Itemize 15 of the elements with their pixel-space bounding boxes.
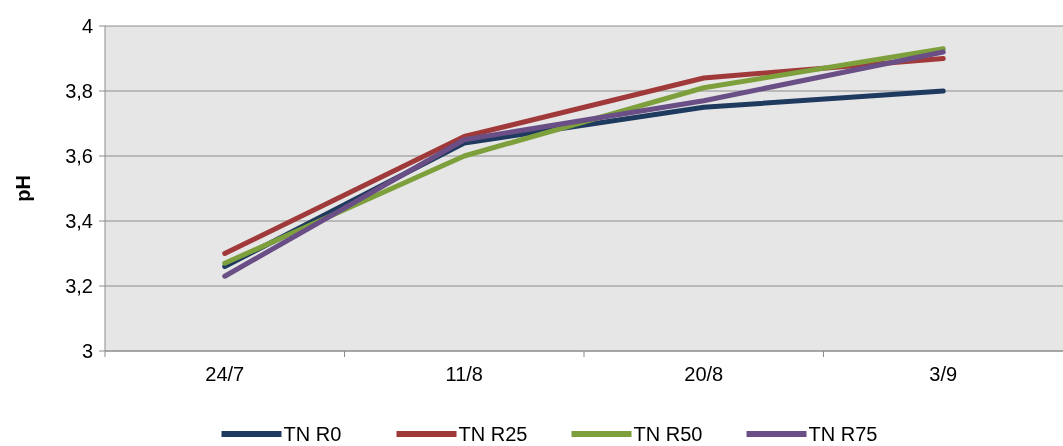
legend-label: TN R25	[458, 423, 528, 445]
y-tick-label: 3	[81, 340, 93, 362]
y-tick-label: 3,8	[65, 80, 93, 102]
x-tick-label: 11/8	[445, 363, 483, 385]
x-tick-label: 20/8	[684, 363, 724, 385]
y-tick-label: 3,2	[65, 275, 93, 297]
legend-label: TN R50	[633, 423, 703, 445]
y-tick-label: 3,6	[65, 145, 93, 167]
y-tick-label: 3,4	[65, 210, 93, 232]
legend-label: TN R0	[283, 423, 342, 445]
x-tick-label: 24/7	[205, 363, 245, 385]
y-axis-title: pH	[12, 175, 34, 202]
x-tick-label: 3/9	[929, 363, 958, 385]
legend-label: TN R75	[808, 423, 878, 445]
y-tick-label: 4	[81, 15, 93, 37]
